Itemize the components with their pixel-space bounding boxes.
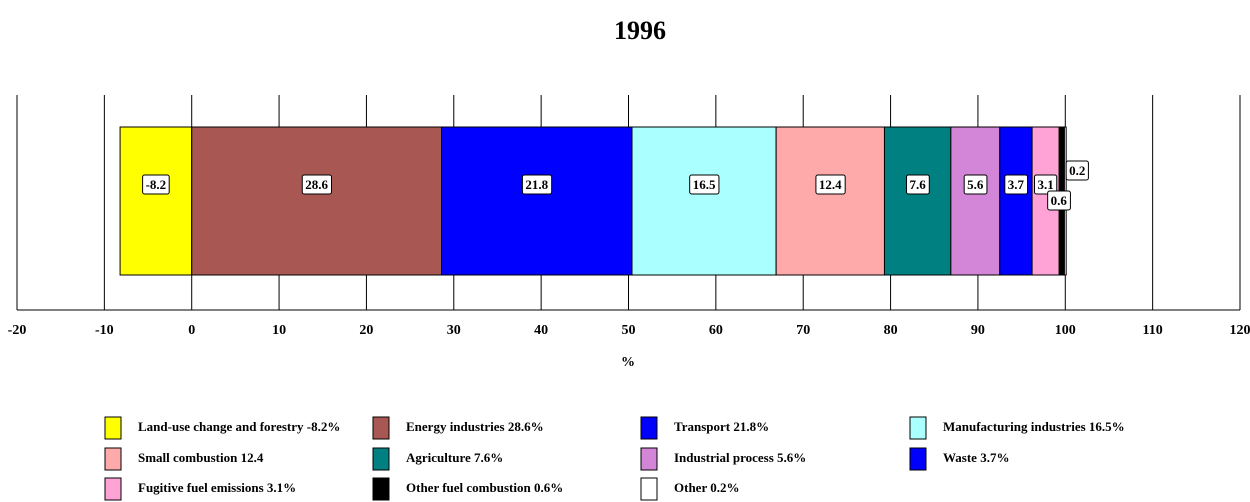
x-tick-label: 0: [188, 323, 195, 338]
bar-segment: [950, 126, 1001, 276]
data-label: 28.6: [301, 174, 333, 195]
x-tick-label: 50: [622, 323, 636, 338]
bar-segment: [775, 126, 885, 276]
x-tick-label: 40: [534, 323, 548, 338]
data-label-text: 28.6: [305, 177, 328, 192]
data-label-text: 21.8: [525, 177, 548, 192]
x-tick-label: 60: [709, 323, 723, 338]
data-label-box: [521, 174, 553, 195]
data-label-box: [1047, 190, 1071, 211]
data-label-box: [1065, 160, 1089, 181]
data-label-box: [689, 174, 720, 195]
legend-swatch: [909, 416, 927, 440]
x-tick-label: 30: [447, 323, 461, 338]
x-tick-label: 90: [971, 323, 985, 338]
legend-swatch: [372, 447, 390, 471]
data-label-text: 3.7: [1008, 177, 1025, 192]
data-label-text: 0.6: [1051, 193, 1068, 208]
data-label-box: [1004, 174, 1029, 195]
chart-title: 1996: [614, 16, 666, 45]
legend-swatch: [640, 416, 658, 440]
data-label-text: 12.4: [819, 177, 842, 192]
x-tick-label: 80: [884, 323, 898, 338]
data-label: 3.1: [1034, 174, 1058, 195]
bar-segment: [191, 126, 443, 276]
legend-swatch: [372, 416, 390, 440]
data-label-text: 7.6: [910, 177, 927, 192]
data-label: 5.6: [963, 174, 988, 195]
data-label: 3.7: [1004, 174, 1029, 195]
x-tick-label: 10: [272, 323, 286, 338]
legend-swatch: [909, 447, 927, 471]
legend-swatch: [640, 477, 658, 501]
x-axis-label: %: [621, 355, 635, 370]
x-tick-label: 70: [796, 323, 810, 338]
data-label-box: [815, 174, 846, 195]
legend-swatch: [104, 447, 122, 471]
x-tick-label: -20: [8, 323, 27, 338]
x-tick-label: 100: [1055, 323, 1076, 338]
data-label: 12.4: [815, 174, 846, 195]
data-label-box: [906, 174, 930, 195]
legend-label: Transport 21.8%: [674, 419, 769, 434]
legend-label: Waste 3.7%: [943, 450, 1009, 465]
legend-swatch: [104, 416, 122, 440]
data-label-text: 16.5: [693, 177, 716, 192]
legend-label: Small combustion 12.4: [138, 450, 264, 465]
legend-label: Other fuel combustion 0.6%: [406, 480, 563, 495]
data-label-box: [963, 174, 988, 195]
data-label-box: [142, 174, 170, 195]
legend-swatch: [640, 447, 658, 471]
legend-label: Energy industries 28.6%: [406, 419, 544, 434]
legend-label: Fugitive fuel emissions 3.1%: [138, 480, 296, 495]
x-tick-label: 120: [1230, 323, 1250, 338]
data-label-box: [1034, 174, 1058, 195]
data-label: 7.6: [906, 174, 930, 195]
bar-segment: [999, 126, 1033, 276]
legend-label: Industrial process 5.6%: [674, 450, 806, 465]
data-label-text: 0.2: [1069, 163, 1085, 178]
legend-label: Agriculture 7.6%: [406, 450, 503, 465]
data-label-text: 5.6: [967, 177, 984, 192]
bar-segment: [119, 126, 193, 276]
data-label-text: -8.2: [146, 177, 167, 192]
bar-segment: [441, 126, 633, 276]
legend-label: Manufacturing industries 16.5%: [943, 419, 1125, 434]
x-tick-label: -10: [95, 323, 114, 338]
data-label: 21.8: [521, 174, 553, 195]
data-label: 0.2: [1065, 160, 1089, 181]
legend-swatch: [372, 477, 390, 501]
bar-segment: [631, 126, 777, 276]
data-label: 16.5: [689, 174, 720, 195]
bar-segment: [883, 126, 952, 276]
legend-label: Other 0.2%: [674, 480, 739, 495]
data-label-box: [301, 174, 333, 195]
data-label-text: 3.1: [1038, 177, 1054, 192]
data-label: -8.2: [142, 174, 170, 195]
data-label: 0.6: [1047, 190, 1071, 211]
x-tick-label: 20: [359, 323, 373, 338]
legend-swatch: [104, 477, 122, 501]
legend-label: Land-use change and forestry -8.2%: [138, 419, 340, 434]
x-tick-label: 110: [1143, 323, 1163, 338]
